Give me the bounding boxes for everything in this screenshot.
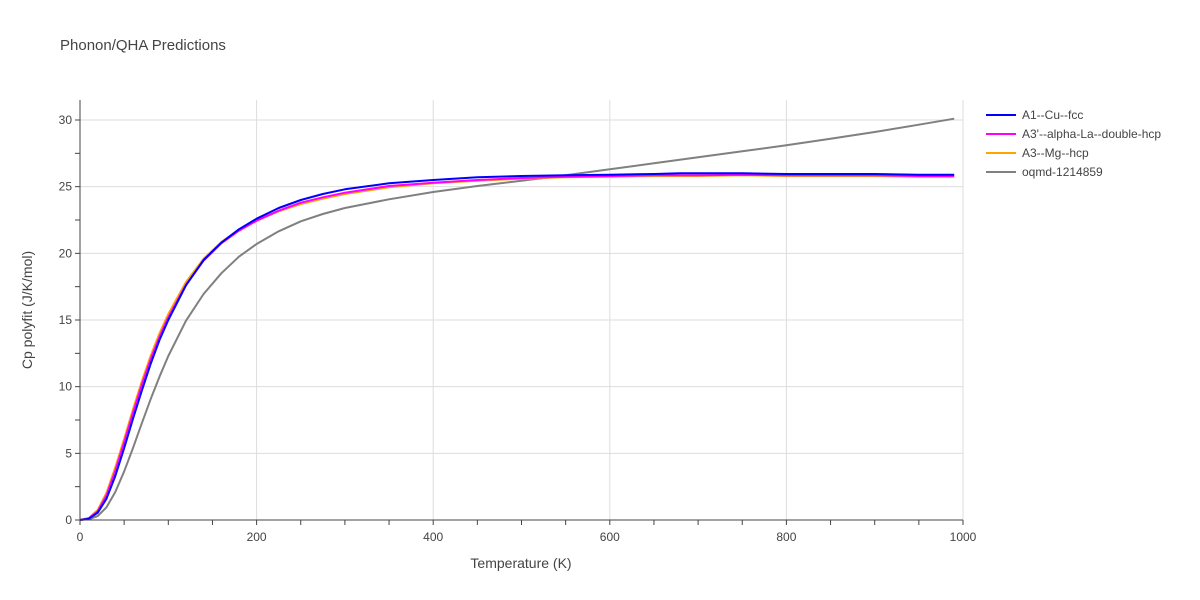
series-line-1 xyxy=(79,173,955,521)
legend: A1--Cu--fcc A3'--alpha-La--double-hcp A3--… xyxy=(986,108,1161,179)
y-tick-label: 15 xyxy=(59,313,73,327)
y-axis-title: Cp polyfit (J/K/mol) xyxy=(19,251,35,369)
y-tick-label: 10 xyxy=(59,380,73,394)
series-line-2 xyxy=(79,174,955,521)
y-tick-label: 30 xyxy=(59,113,73,127)
series-line-0 xyxy=(79,172,955,521)
grid xyxy=(80,100,964,520)
axes xyxy=(75,100,964,525)
series-lines xyxy=(79,117,955,521)
x-axis-title: Temperature (K) xyxy=(470,555,571,571)
legend-label: oqmd-1214859 xyxy=(1022,165,1103,179)
legend-label: A3--Mg--hcp xyxy=(1022,146,1089,160)
series-line-3 xyxy=(79,117,955,521)
legend-label: A1--Cu--fcc xyxy=(1022,108,1083,122)
x-tick-label: 200 xyxy=(247,530,267,544)
tick-labels: 0 200 400 600 800 1000 0 5 10 15 20 25 30 xyxy=(59,113,977,544)
y-tick-label: 25 xyxy=(59,180,73,194)
x-tick-label: 1000 xyxy=(950,530,977,544)
y-tick-label: 0 xyxy=(65,513,72,527)
chart-title: Phonon/QHA Predictions xyxy=(60,37,226,54)
y-tick-label: 20 xyxy=(59,246,73,260)
x-tick-label: 400 xyxy=(423,530,443,544)
x-tick-label: 800 xyxy=(776,530,796,544)
y-tick-label: 5 xyxy=(65,446,72,460)
x-tick-label: 600 xyxy=(600,530,620,544)
legend-label: A3'--alpha-La--double-hcp xyxy=(1022,127,1161,141)
x-tick-label: 0 xyxy=(77,530,84,544)
